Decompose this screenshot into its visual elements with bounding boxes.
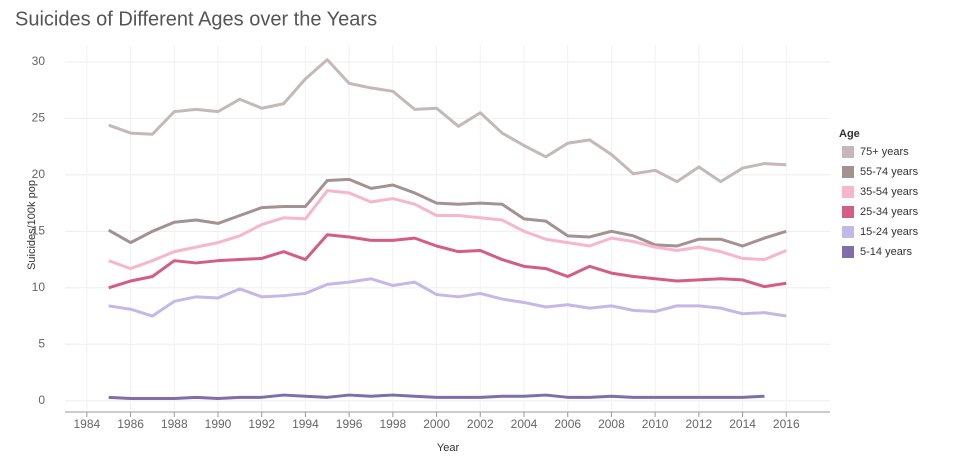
legend-swatch [842, 146, 854, 158]
y-tick-label: 0 [38, 393, 45, 407]
x-tick-label: 2006 [554, 417, 581, 431]
x-tick-label: 1990 [205, 417, 232, 431]
y-tick-label: 30 [32, 54, 46, 68]
legend-label: 35-54 years [860, 186, 919, 198]
legend-label: 5-14 years [860, 246, 912, 258]
y-tick-label: 25 [32, 111, 46, 125]
legend-swatch [842, 206, 854, 218]
x-tick-label: 2008 [598, 417, 625, 431]
series-line [108, 58, 787, 184]
series-line [108, 189, 787, 271]
y-tick-label: 5 [38, 336, 45, 350]
legend-swatch [842, 246, 854, 258]
x-axis-title: Year [437, 442, 460, 454]
series-line [108, 277, 787, 318]
x-tick-label: 2010 [642, 417, 669, 431]
legend-label: 55-74 years [860, 166, 919, 178]
legend-title: Age [839, 128, 860, 140]
x-tick-label: 2002 [467, 417, 494, 431]
x-tick-label: 1992 [248, 417, 275, 431]
y-axis-title: Suicides/100k pop [26, 180, 38, 270]
x-tick-label: 2012 [686, 417, 713, 431]
chart-title: Suicides of Different Ages over the Year… [15, 8, 377, 30]
x-tick-label: 1988 [161, 417, 188, 431]
legend-swatch [842, 186, 854, 198]
x-tick-label: 1984 [74, 417, 101, 431]
y-tick-label: 20 [32, 167, 46, 181]
series-line [108, 393, 765, 400]
x-tick-label: 2014 [729, 417, 756, 431]
legend-label: 75+ years [860, 146, 909, 158]
series-line [108, 233, 787, 290]
x-tick-label: 1994 [292, 417, 319, 431]
y-tick-label: 15 [32, 223, 46, 237]
x-tick-label: 1986 [117, 417, 144, 431]
x-tick-label: 1996 [336, 417, 363, 431]
legend-swatch [842, 166, 854, 178]
y-tick-label: 10 [32, 280, 46, 294]
legend-swatch [842, 226, 854, 238]
x-tick-label: 2016 [773, 417, 800, 431]
series-line [107, 177, 787, 248]
x-tick-label: 2004 [511, 417, 538, 431]
x-tick-label: 1998 [380, 417, 407, 431]
legend-label: 15-24 years [860, 226, 919, 238]
x-tick-label: 2000 [423, 417, 450, 431]
legend-label: 25-34 years [860, 206, 919, 218]
